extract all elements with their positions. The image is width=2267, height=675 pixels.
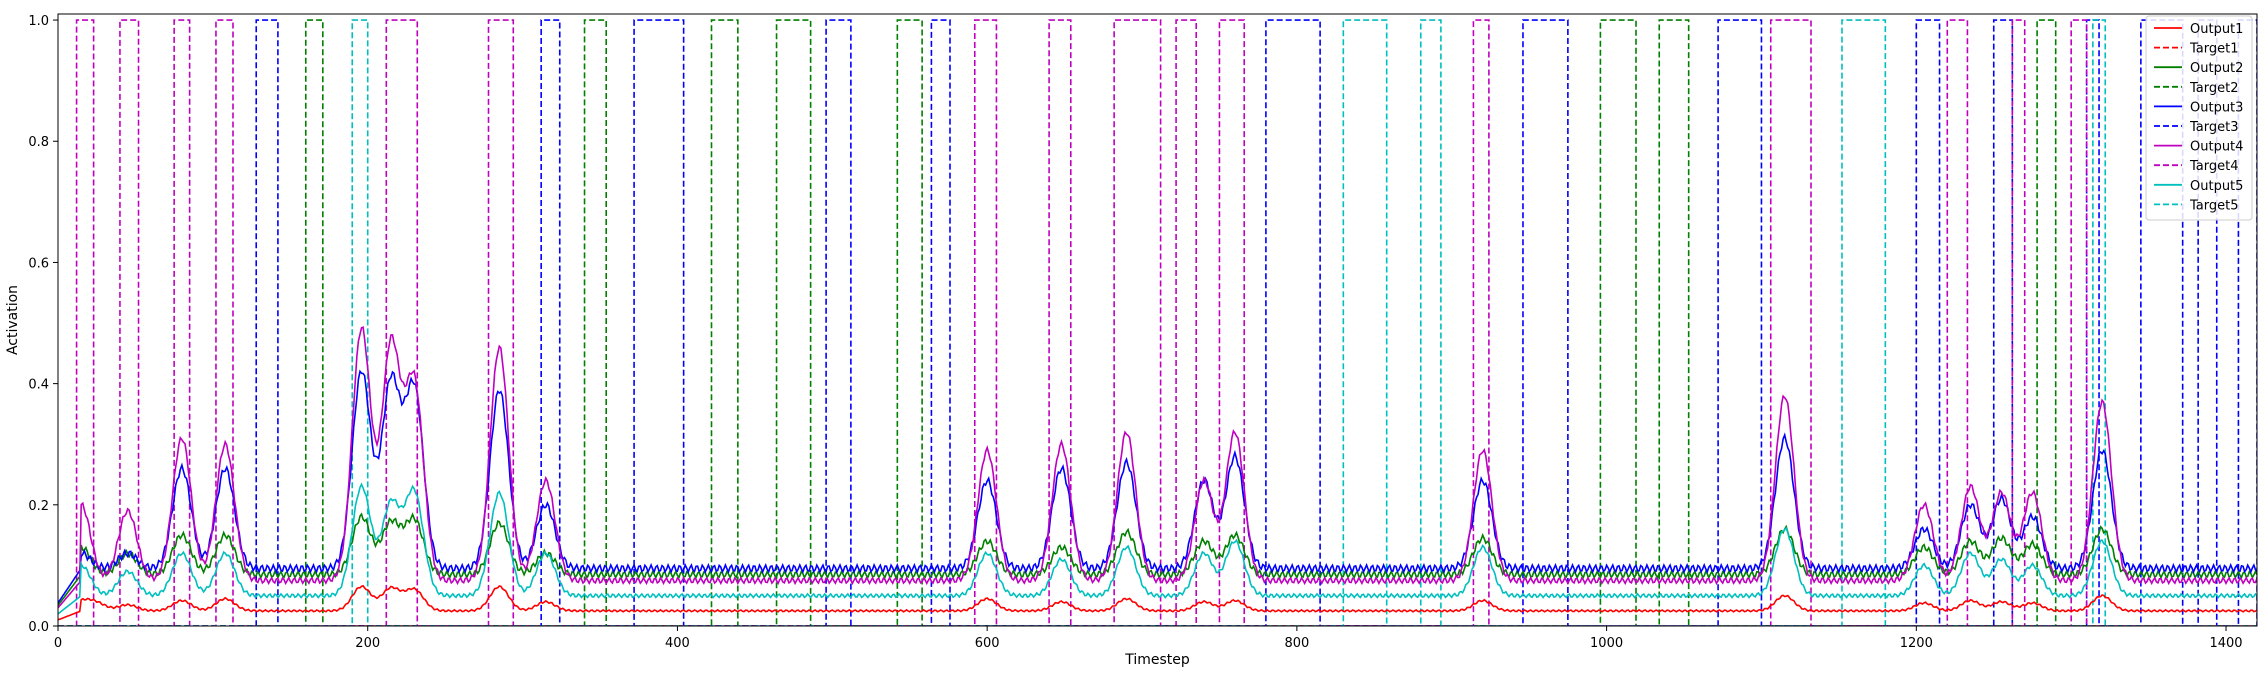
series-output5	[58, 482, 2257, 615]
legend-label: Target5	[2189, 198, 2239, 213]
series-layer	[58, 19, 2257, 626]
x-axis-label: Timestep	[1124, 652, 1190, 668]
legend: Output1 Target1 Output2 Target2 Output3 Targe…	[2145, 15, 2253, 221]
series-target3	[58, 19, 2257, 626]
legend-label: Target4	[2189, 159, 2239, 174]
x-tick-label: 400	[665, 636, 690, 651]
x-axis: 0 200 400 600 800 1000 1200 1400	[54, 626, 2243, 651]
series-target4	[58, 19, 2257, 626]
plot-frame	[57, 13, 2258, 627]
legend-label: Target2	[2189, 81, 2239, 96]
series-output1	[58, 584, 2257, 621]
x-tick-label: 600	[975, 636, 1000, 651]
y-axis-label: Activation	[5, 285, 21, 355]
x-tick-label: 800	[1284, 636, 1309, 651]
legend-label: Output3	[2190, 100, 2243, 115]
series-target2	[58, 19, 2257, 626]
y-axis: 0.0 0.2 0.4 0.6 0.8 1.0	[28, 14, 58, 635]
legend-label: Output5	[2190, 179, 2243, 194]
x-tick-label: 1000	[1590, 636, 1623, 651]
y-tick-label: 0.8	[28, 135, 49, 150]
legend-label: Output1	[2190, 22, 2243, 37]
x-tick-label: 1400	[2209, 636, 2242, 651]
y-tick-label: 0.6	[28, 256, 49, 271]
legend-label: Target1	[2189, 42, 2239, 57]
x-tick-label: 0	[54, 636, 62, 651]
series-output4	[58, 326, 2257, 609]
series-target5	[58, 19, 2257, 626]
x-tick-label: 1200	[1900, 636, 1933, 651]
legend-label: Target3	[2189, 120, 2239, 135]
legend-label: Output2	[2190, 61, 2243, 76]
x-tick-label: 200	[355, 636, 380, 651]
y-tick-label: 0.0	[28, 620, 49, 635]
y-tick-label: 1.0	[28, 14, 49, 29]
y-tick-label: 0.4	[28, 378, 49, 393]
legend-label: Output4	[2190, 140, 2243, 155]
y-tick-label: 0.2	[28, 499, 49, 514]
